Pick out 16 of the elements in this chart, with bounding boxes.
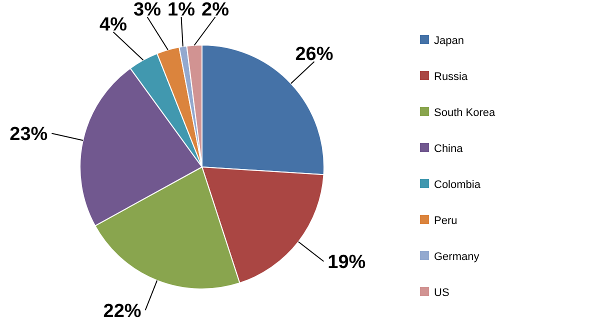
data-label: 23% [10,124,48,146]
data-label: 19% [328,252,366,274]
data-label: 1% [168,0,196,21]
data-label: 26% [295,44,334,66]
data-label: 3% [134,0,162,21]
legend-label: US [434,286,450,299]
legend-label: Japan [434,34,464,47]
legend-label: South Korea [434,106,496,119]
legend-label: Russia [434,70,469,83]
data-label: 4% [100,14,128,36]
legend-label: Peru [434,214,458,227]
legend-label: Colombia [434,178,482,191]
data-label: 2% [202,0,230,21]
legend-label: Germany [434,250,480,263]
legend-label: China [434,142,464,155]
data-label: 22% [103,300,142,322]
